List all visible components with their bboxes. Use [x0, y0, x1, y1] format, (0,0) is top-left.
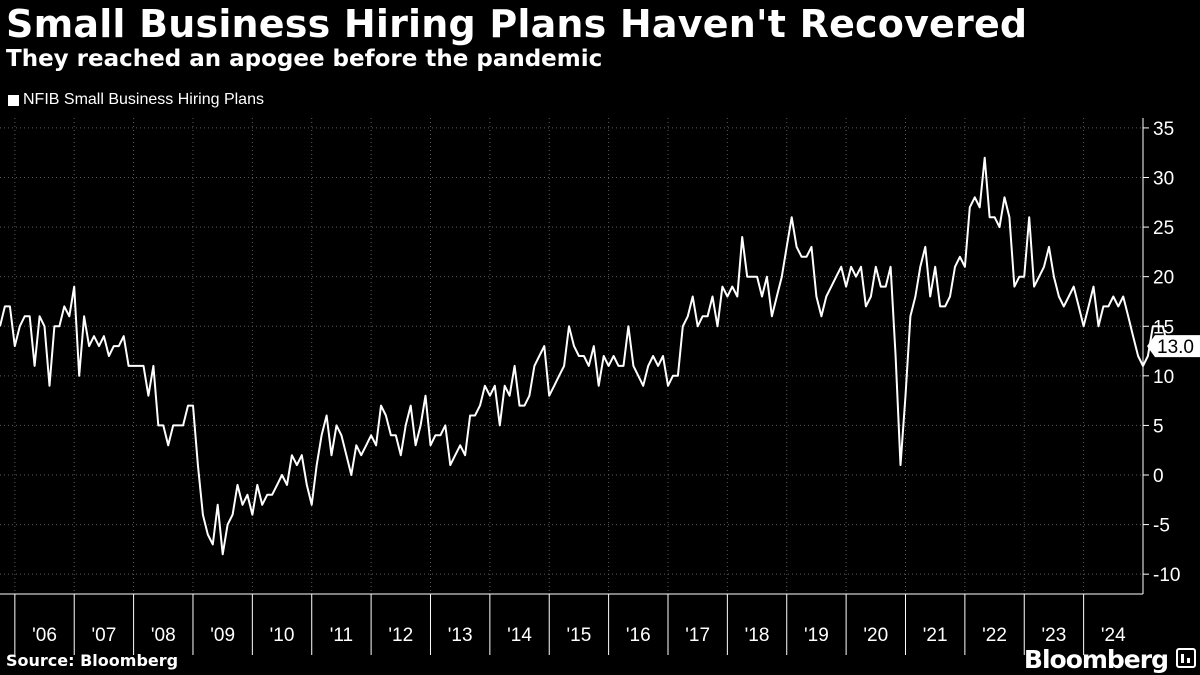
x-tick-label: '17: [685, 625, 710, 646]
x-tick-label: '20: [863, 625, 888, 646]
y-tick-label: 25: [1153, 218, 1174, 239]
x-tick-label: '18: [745, 625, 770, 646]
y-tick-label: 10: [1153, 367, 1174, 388]
series-line: [0, 156, 1169, 556]
chart-subtitle: They reached an apogee before the pandem…: [6, 46, 603, 72]
source-note: Source: Bloomberg: [6, 651, 179, 670]
chart-title: Small Business Hiring Plans Haven't Reco…: [6, 2, 1028, 46]
x-tick-label: '21: [923, 625, 948, 646]
x-tick-label: '09: [210, 625, 235, 646]
x-tick-label: '06: [32, 625, 57, 646]
chart-icon: [1176, 648, 1196, 668]
x-tick-label: '08: [151, 625, 176, 646]
last-value-label: 13.0: [1157, 337, 1194, 358]
y-tick-label: 5: [1153, 416, 1164, 437]
y-tick-label: 0: [1153, 466, 1164, 487]
x-tick-label: '11: [330, 625, 353, 646]
last-value-badge: [1147, 335, 1200, 358]
x-tick-label: '13: [448, 625, 473, 646]
x-tick-label: '15: [567, 625, 592, 646]
x-tick-label: '16: [626, 625, 651, 646]
x-tick-label: '12: [388, 625, 413, 646]
y-tick-label: 35: [1153, 119, 1174, 140]
x-tick-label: '24: [1101, 625, 1126, 646]
x-tick-label: '19: [804, 625, 829, 646]
x-tick-label: '23: [1042, 625, 1067, 646]
x-tick-label: '10: [270, 625, 295, 646]
y-tick-label: -5: [1153, 516, 1170, 537]
x-tick-label: '14: [507, 625, 532, 646]
x-tick-label: '22: [982, 625, 1007, 646]
y-tick-label: -10: [1153, 565, 1180, 586]
legend-swatch: [8, 94, 19, 106]
legend-label: NFIB Small Business Hiring Plans: [23, 91, 264, 108]
brand-logo: Bloomberg: [1023, 645, 1169, 674]
y-tick-label: 30: [1153, 169, 1174, 190]
y-tick-label: 20: [1153, 268, 1174, 289]
x-tick-label: '07: [92, 625, 117, 646]
legend: NFIB Small Business Hiring Plans: [8, 91, 264, 109]
